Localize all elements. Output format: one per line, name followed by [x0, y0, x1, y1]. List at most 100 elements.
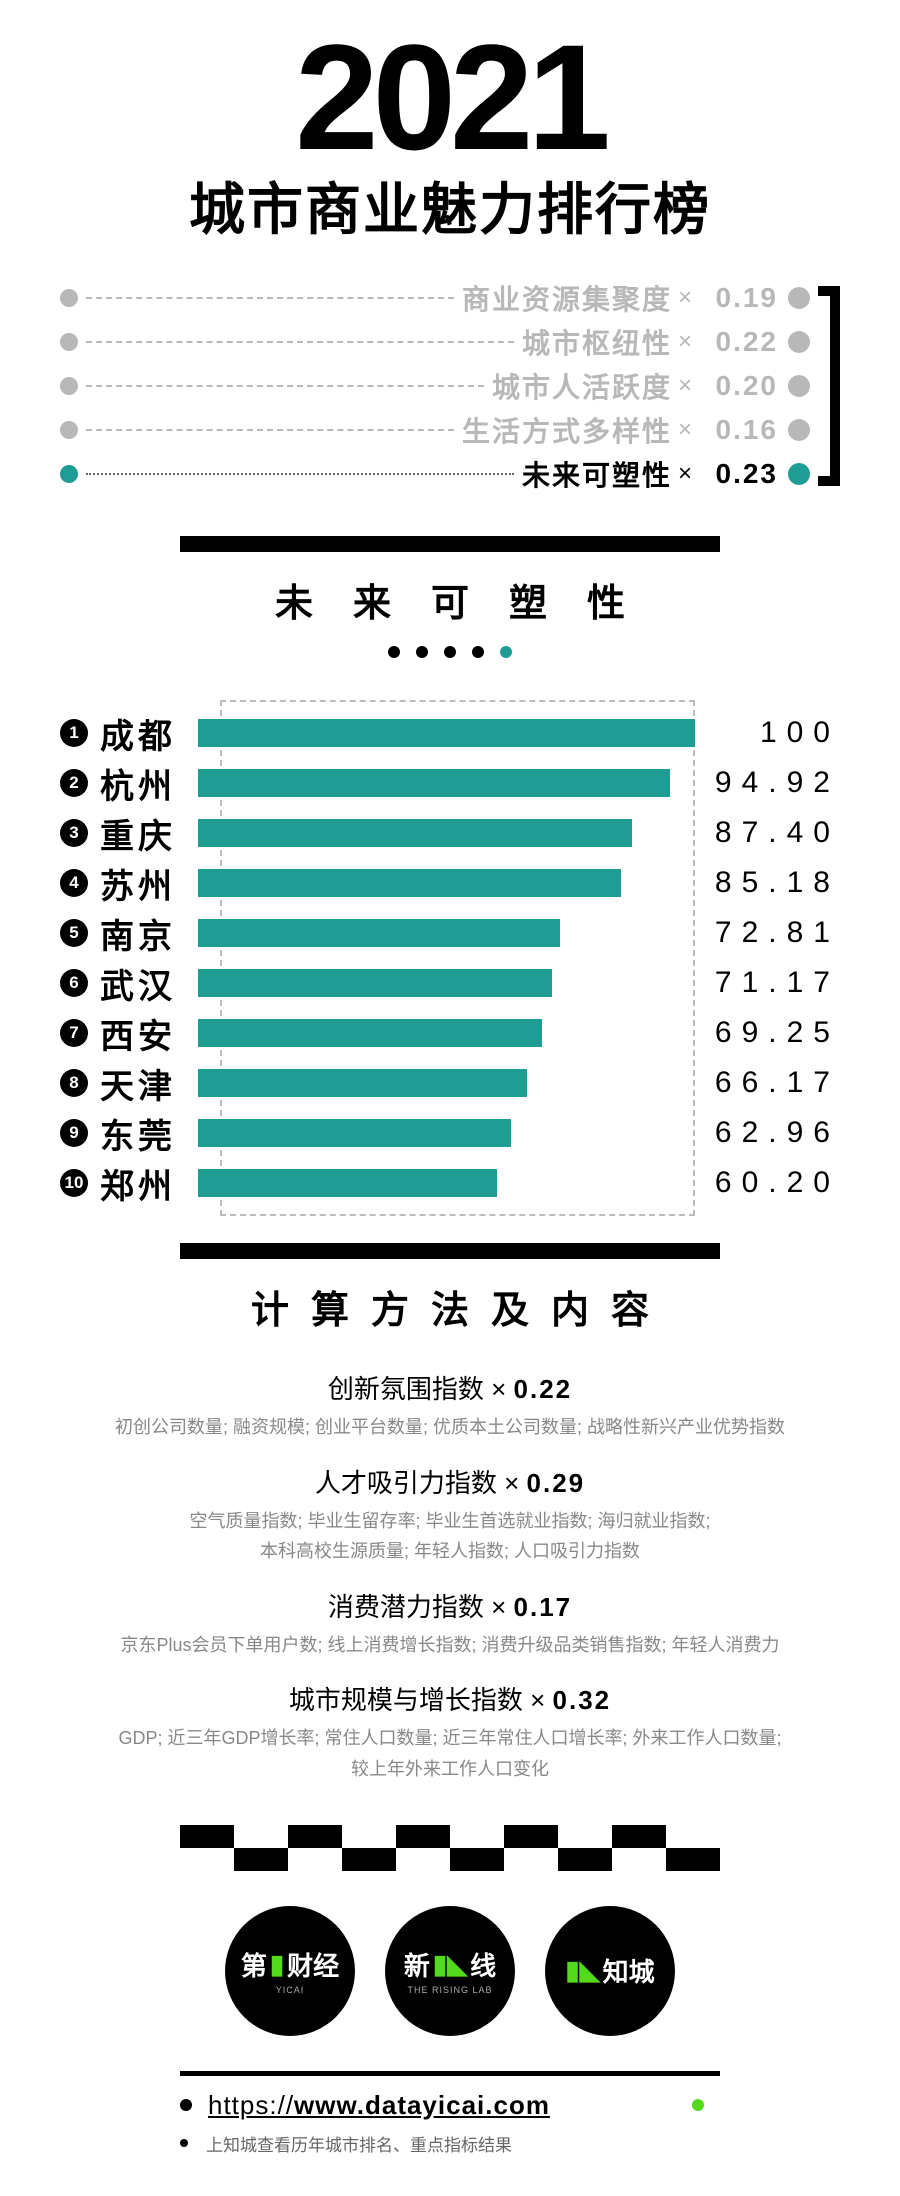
method-title: 城市规模与增长指数 × 0.32 [60, 1680, 840, 1717]
weight-row: 生活方式多样性×0.16 [60, 408, 810, 452]
weight-row: 商业资源集聚度×0.19 [60, 276, 810, 320]
method-item: 人才吸引力指数 × 0.29 空气质量指数; 毕业生留存率; 毕业生首选就业指数;… [60, 1463, 840, 1567]
method-detail: 初创公司数量; 融资规模; 创业平台数量; 优质本土公司数量; 战略性新兴产业优… [60, 1412, 840, 1443]
method-item: 创新氛围指数 × 0.22 初创公司数量; 融资规模; 创业平台数量; 优质本土公… [60, 1369, 840, 1443]
bar-track [198, 969, 695, 997]
chart-row: 2杭州94.92 [60, 758, 840, 808]
dot-icon [60, 333, 78, 351]
bar-fill [198, 1169, 497, 1197]
bar-track [198, 1019, 695, 1047]
dot-icon [788, 419, 810, 441]
dot-icon [60, 465, 78, 483]
chart-row: 3重庆87.40 [60, 808, 840, 858]
bar-fill [198, 919, 560, 947]
rank-badge: 1 [60, 719, 88, 747]
bar-fill [198, 969, 552, 997]
year-heading: 2021 [60, 30, 840, 165]
weight-label: 城市人活跃度 [492, 366, 672, 406]
city-label: 西安 [88, 1009, 198, 1058]
score-value: 94.92 [705, 766, 840, 800]
chart-row: 5南京72.81 [60, 908, 840, 958]
method-title: 人才吸引力指数 × 0.29 [60, 1463, 840, 1500]
city-label: 成都 [88, 709, 198, 758]
method-title: 创新氛围指数 × 0.22 [60, 1369, 840, 1406]
weight-value: 0.23 [698, 458, 778, 490]
score-value: 100 [705, 716, 840, 750]
method-detail: 京东Plus会员下单用户数; 线上消费增长指数; 消费升级品类销售指数; 年轻人… [60, 1630, 840, 1661]
section-heading: 未来可塑性 [60, 572, 840, 627]
rank-badge: 5 [60, 919, 88, 947]
weight-label: 生活方式多样性 [462, 410, 672, 450]
method-title: 消费潜力指数 × 0.17 [60, 1587, 840, 1624]
method-heading: 计算方法及内容 [60, 1279, 840, 1334]
weight-row: 城市人活跃度×0.20 [60, 364, 810, 408]
weight-value: 0.22 [698, 326, 778, 358]
partner-logos: 第▮财经YICAI新▮◣线THE RISING LAB▮◣知城 [60, 1906, 840, 2036]
city-label: 武汉 [88, 959, 198, 1008]
bullet-icon [180, 2099, 192, 2111]
weight-row: 城市枢纽性×0.22 [60, 320, 810, 364]
bracket-decoration [818, 286, 840, 486]
rank-badge: 6 [60, 969, 88, 997]
weight-label: 城市枢纽性 [522, 322, 672, 362]
dot-icon [788, 463, 810, 485]
weight-label: 未来可塑性 [522, 454, 672, 494]
rank-badge: 8 [60, 1069, 88, 1097]
score-value: 71.17 [705, 966, 840, 1000]
method-item: 城市规模与增长指数 × 0.32 GDP; 近三年GDP增长率; 常住人口数量; … [60, 1680, 840, 1784]
dot-icon [788, 287, 810, 309]
city-label: 郑州 [88, 1159, 198, 1208]
bar-track [198, 869, 695, 897]
dot-icon [788, 375, 810, 397]
method-item: 消费潜力指数 × 0.17 京东Plus会员下单用户数; 线上消费增长指数; 消费… [60, 1587, 840, 1661]
method-detail: GDP; 近三年GDP增长率; 常住人口数量; 近三年常住人口增长率; 外来工作… [60, 1723, 840, 1784]
city-label: 天津 [88, 1059, 198, 1108]
city-label: 重庆 [88, 809, 198, 858]
score-value: 69.25 [705, 1016, 840, 1050]
city-label: 东莞 [88, 1109, 198, 1158]
partner-logo: ▮◣知城 [545, 1906, 675, 2036]
pagination-dot [472, 646, 484, 658]
weight-value: 0.20 [698, 370, 778, 402]
weight-row: 未来可塑性×0.23 [60, 452, 810, 496]
bar-fill [198, 869, 621, 897]
rank-badge: 2 [60, 769, 88, 797]
bar-track [198, 919, 695, 947]
dot-icon [60, 421, 78, 439]
chart-row: 9东莞62.96 [60, 1108, 840, 1158]
method-list: 创新氛围指数 × 0.22 初创公司数量; 融资规模; 创业平台数量; 优质本土公… [60, 1369, 840, 1785]
checker-decoration [180, 1825, 720, 1871]
dot-icon [60, 289, 78, 307]
rank-badge: 9 [60, 1119, 88, 1147]
weight-label: 商业资源集聚度 [462, 278, 672, 318]
method-detail: 空气质量指数; 毕业生留存率; 毕业生首选就业指数; 海归就业指数;本科高校生源… [60, 1506, 840, 1567]
bar-track [198, 1169, 695, 1197]
bar-fill [198, 1119, 511, 1147]
city-label: 苏州 [88, 859, 198, 908]
bar-fill [198, 819, 632, 847]
ranking-chart: 1成都1002杭州94.923重庆87.404苏州85.185南京72.816武… [60, 708, 840, 1208]
pagination-dot [500, 646, 512, 658]
rank-badge: 7 [60, 1019, 88, 1047]
weights-legend: 商业资源集聚度×0.19城市枢纽性×0.22城市人活跃度×0.20生活方式多样性… [60, 276, 840, 496]
footer-url-block: https://www.datayicai.com 上知城查看历年城市排名、重点… [180, 2071, 720, 2156]
partner-logo: 第▮财经YICAI [225, 1906, 355, 2036]
chart-row: 7西安 69.25 [60, 1008, 840, 1058]
bar-fill [198, 1019, 542, 1047]
bullet-icon [692, 2099, 704, 2111]
score-value: 72.81 [705, 916, 840, 950]
dot-icon [60, 377, 78, 395]
chart-row: 4苏州85.18 [60, 858, 840, 908]
score-value: 66.17 [705, 1066, 840, 1100]
bar-track [198, 1119, 695, 1147]
bullet-icon [180, 2139, 188, 2147]
source-url[interactable]: https://www.datayicai.com [208, 2090, 550, 2121]
bar-fill [198, 719, 695, 747]
chart-row: 6武汉 71.17 [60, 958, 840, 1008]
chart-row: 1成都 100 [60, 708, 840, 758]
weight-value: 0.16 [698, 414, 778, 446]
footer-note: 上知城查看历年城市排名、重点指标结果 [206, 2131, 512, 2156]
partner-logo: 新▮◣线THE RISING LAB [385, 1906, 515, 2036]
pagination-dots [60, 645, 840, 663]
page-title: 城市商业魅力排行榜 [60, 165, 840, 246]
